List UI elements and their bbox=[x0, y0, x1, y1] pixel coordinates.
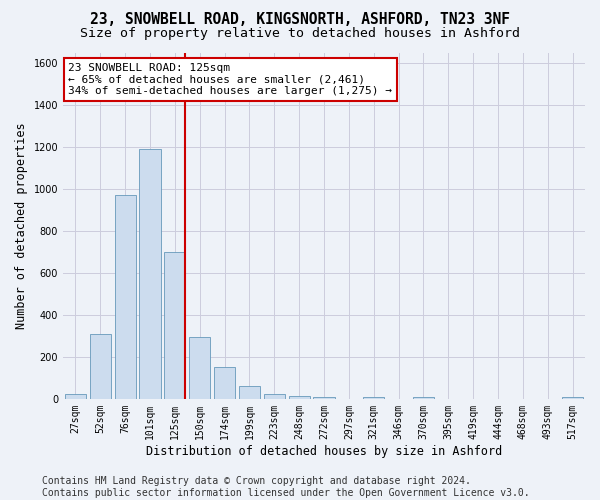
Bar bbox=[189, 337, 211, 399]
Text: Size of property relative to detached houses in Ashford: Size of property relative to detached ho… bbox=[80, 28, 520, 40]
Bar bbox=[562, 397, 583, 399]
Text: 23 SNOWBELL ROAD: 125sqm
← 65% of detached houses are smaller (2,461)
34% of sem: 23 SNOWBELL ROAD: 125sqm ← 65% of detach… bbox=[68, 63, 392, 96]
X-axis label: Distribution of detached houses by size in Ashford: Distribution of detached houses by size … bbox=[146, 444, 502, 458]
Bar bbox=[413, 397, 434, 399]
Bar bbox=[214, 368, 235, 399]
Y-axis label: Number of detached properties: Number of detached properties bbox=[15, 122, 28, 329]
Bar bbox=[289, 396, 310, 399]
Bar bbox=[313, 396, 335, 399]
Bar bbox=[65, 394, 86, 399]
Bar bbox=[90, 334, 111, 399]
Text: Contains HM Land Registry data © Crown copyright and database right 2024.
Contai: Contains HM Land Registry data © Crown c… bbox=[42, 476, 530, 498]
Bar bbox=[264, 394, 285, 399]
Bar bbox=[164, 252, 185, 399]
Bar bbox=[139, 149, 161, 399]
Bar bbox=[239, 386, 260, 399]
Text: 23, SNOWBELL ROAD, KINGSNORTH, ASHFORD, TN23 3NF: 23, SNOWBELL ROAD, KINGSNORTH, ASHFORD, … bbox=[90, 12, 510, 28]
Bar bbox=[363, 397, 384, 399]
Bar bbox=[115, 195, 136, 399]
